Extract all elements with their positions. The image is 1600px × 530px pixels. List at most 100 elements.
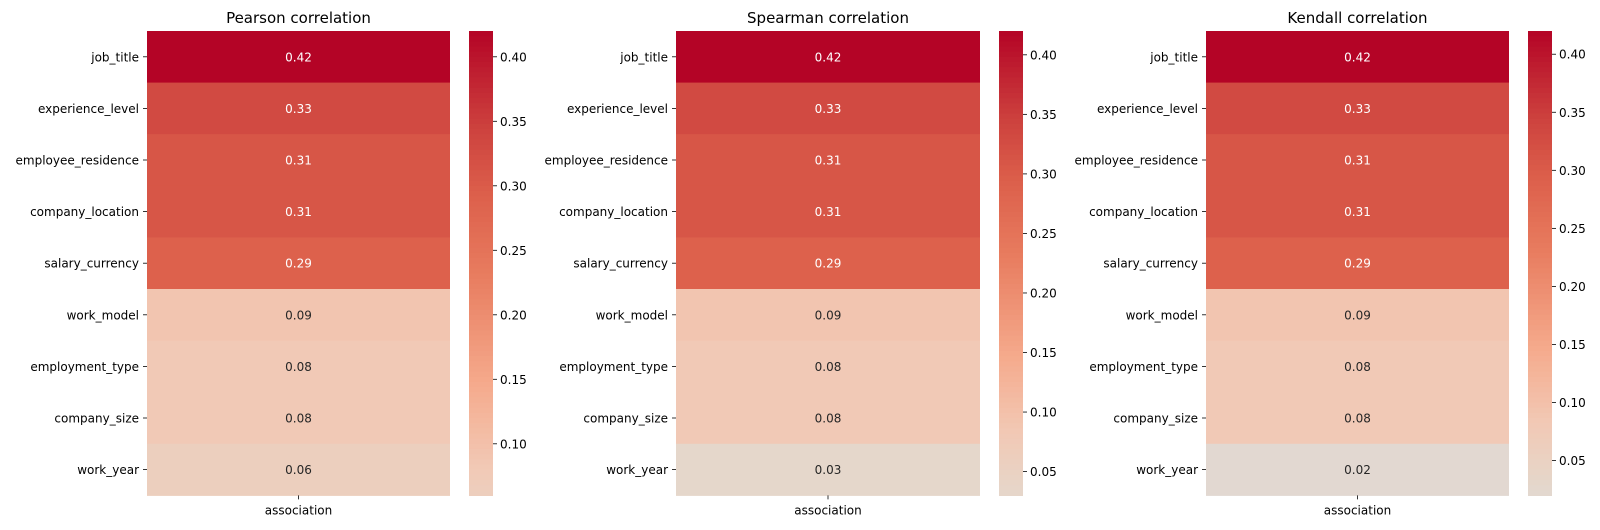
y-tick-label: experience_level xyxy=(38,102,139,116)
colorbar-segment xyxy=(999,299,1023,306)
colorbar-segment xyxy=(999,319,1023,326)
colorbar-segment xyxy=(1528,454,1552,460)
colorbar-segment xyxy=(1528,381,1552,388)
colorbar-segment xyxy=(469,423,493,429)
colorbar-segment xyxy=(999,113,1023,120)
colorbar-segment xyxy=(469,190,493,197)
colorbar-tick-label: 0.25 xyxy=(1030,227,1057,241)
colorbar-segment xyxy=(1528,309,1552,316)
chart-title: Kendall correlation xyxy=(1287,9,1427,27)
heatmap-cell xyxy=(676,443,980,496)
colorbar-segment xyxy=(469,227,493,233)
colorbar-segment xyxy=(469,474,493,481)
colorbar-segment xyxy=(469,41,493,48)
colorbar-segment xyxy=(999,258,1023,264)
colorbar-segment xyxy=(999,314,1023,321)
colorbar-segment xyxy=(1528,237,1552,244)
colorbar-segment xyxy=(1528,361,1552,367)
colorbar-segment xyxy=(469,412,493,419)
heatmap-cell xyxy=(1206,134,1509,187)
colorbar-segment xyxy=(469,428,493,435)
colorbar-segment xyxy=(1528,283,1552,290)
colorbar-segment xyxy=(469,118,493,125)
colorbar-segment xyxy=(999,134,1023,140)
colorbar-tick-label: 0.30 xyxy=(1559,164,1586,178)
colorbar-segment xyxy=(1528,77,1552,84)
colorbar-segment xyxy=(1528,170,1552,177)
colorbar-segment xyxy=(1528,490,1552,496)
colorbar-segment xyxy=(469,361,493,367)
colorbar-segment xyxy=(1528,242,1552,249)
colorbar-segment xyxy=(1528,294,1552,300)
colorbar-segment xyxy=(469,113,493,120)
colorbar-segment xyxy=(1528,376,1552,383)
colorbar-tick-label: 0.40 xyxy=(1030,48,1057,62)
colorbar-tick-label: 0.35 xyxy=(500,115,527,129)
colorbar-segment xyxy=(469,376,493,383)
colorbar-segment xyxy=(1528,165,1552,171)
heatmap-cell xyxy=(147,31,450,84)
colorbar-segment xyxy=(1528,216,1552,223)
y-tick-label: employee_residence xyxy=(1075,154,1198,168)
colorbar-segment xyxy=(469,252,493,259)
colorbar-segment xyxy=(999,190,1023,197)
colorbar-segment xyxy=(999,180,1023,187)
colorbar-segment xyxy=(1528,438,1552,445)
colorbar-segment xyxy=(1528,185,1552,192)
colorbar-segment xyxy=(1528,134,1552,140)
cell-value-label: 0.33 xyxy=(1344,102,1371,116)
colorbar-segment xyxy=(469,330,493,337)
colorbar-segment xyxy=(1528,160,1552,166)
colorbar-segment xyxy=(469,299,493,306)
heatmap-panel: Kendall correlation 0.42 job_title 0.33 expe… xyxy=(1075,9,1586,517)
colorbar-tick-label: 0.20 xyxy=(1030,286,1057,300)
colorbar-segment xyxy=(1528,36,1552,42)
colorbar-segment xyxy=(1528,387,1552,393)
colorbar-segment xyxy=(1528,252,1552,259)
colorbar-segment xyxy=(999,345,1023,352)
colorbar-segment xyxy=(999,464,1023,471)
colorbar-segment xyxy=(999,335,1023,342)
colorbar-segment xyxy=(999,443,1023,450)
colorbar-segment xyxy=(469,258,493,264)
cell-value-label: 0.31 xyxy=(815,205,842,219)
colorbar-segment xyxy=(1528,412,1552,419)
colorbar-segment xyxy=(1528,180,1552,187)
colorbar-segment xyxy=(999,371,1023,378)
colorbar-segment xyxy=(469,82,493,89)
colorbar-segment xyxy=(469,268,493,275)
heatmap-cell xyxy=(1206,289,1509,342)
colorbar-segment xyxy=(999,227,1023,233)
colorbar-segment xyxy=(469,397,493,404)
colorbar-segment xyxy=(469,289,493,295)
colorbar-segment xyxy=(469,418,493,424)
colorbar-segment xyxy=(999,31,1023,37)
heatmap-cell xyxy=(676,289,980,342)
y-tick-label: salary_currency xyxy=(1103,257,1198,271)
colorbar-tick-label: 0.35 xyxy=(1559,106,1586,120)
y-tick-label: employment_type xyxy=(559,360,668,374)
colorbar-segment xyxy=(999,433,1023,440)
colorbar-segment xyxy=(469,490,493,496)
colorbar-segment xyxy=(469,108,493,115)
heatmap-cell xyxy=(147,443,450,496)
colorbar-segment xyxy=(1528,443,1552,450)
colorbar-segment xyxy=(999,82,1023,89)
colorbar-segment xyxy=(999,428,1023,435)
colorbar-segment xyxy=(999,252,1023,259)
y-tick-label: employment_type xyxy=(30,360,139,374)
cell-value-label: 0.08 xyxy=(285,360,312,374)
y-tick-label: company_location xyxy=(1089,205,1198,219)
colorbar-segment xyxy=(1528,103,1552,109)
colorbar-segment xyxy=(1528,211,1552,218)
colorbar-segment xyxy=(1528,46,1552,53)
colorbar-tick-label: 0.10 xyxy=(1559,396,1586,410)
colorbar-segment xyxy=(469,67,493,73)
colorbar-segment xyxy=(999,216,1023,223)
cell-value-label: 0.08 xyxy=(815,412,842,426)
colorbar-tick-label: 0.40 xyxy=(1559,48,1586,62)
heatmap-cell xyxy=(1206,82,1509,135)
colorbar-segment xyxy=(469,392,493,398)
colorbar-segment xyxy=(999,175,1023,182)
colorbar-segment xyxy=(999,325,1023,331)
